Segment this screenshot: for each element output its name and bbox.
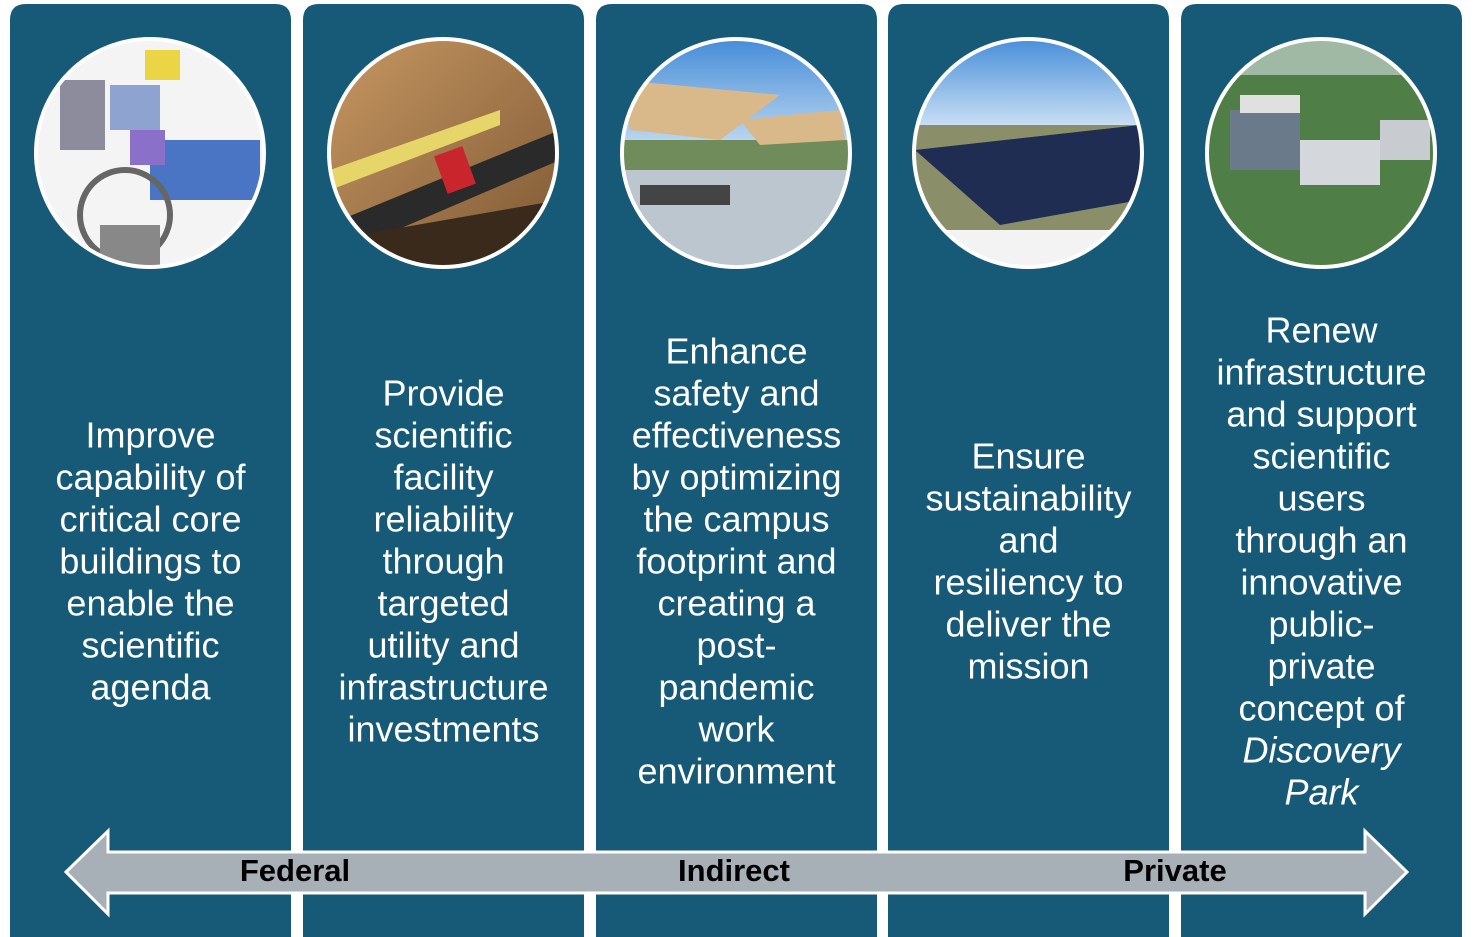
column-text: Park (1284, 772, 1360, 813)
column-text: Discovery (1242, 730, 1402, 771)
patio-image (623, 40, 849, 266)
column-text: scientific (374, 415, 512, 456)
column-text: innovative (1240, 562, 1402, 603)
column-text: and (998, 520, 1058, 561)
column-text: capability of (55, 457, 246, 498)
column-text: targeted (377, 583, 509, 624)
pictures (34, 37, 1437, 269)
column-text: the campus (643, 499, 829, 540)
column-text: deliver the (945, 604, 1111, 645)
column-text: creating a (657, 583, 816, 624)
column-text: users (1277, 478, 1365, 519)
column-text: resiliency to (933, 562, 1123, 603)
column-text: facility (393, 457, 493, 498)
column-text: environment (637, 751, 835, 792)
column-text: public- (1268, 604, 1374, 645)
column-text: Provide (382, 373, 504, 414)
column-text: Enhance (665, 331, 807, 372)
column-text: utility and (367, 625, 519, 666)
floor-plan-image (37, 40, 263, 266)
column-text: investments (347, 709, 539, 750)
column-text: Improve (85, 415, 215, 456)
column-text: buildings to (59, 541, 241, 582)
column-text: Renew (1265, 310, 1378, 351)
arrow-label: Federal (240, 853, 350, 888)
column-text: concept of (1238, 688, 1405, 729)
column-text: mission (967, 646, 1089, 687)
park-render-image (1208, 40, 1434, 266)
column-text: footprint and (636, 541, 836, 582)
column-text: agenda (90, 667, 211, 708)
column-text: pandemic (658, 667, 814, 708)
column-text: safety and (653, 373, 819, 414)
column-text: post- (696, 625, 776, 666)
column-text: scientific (81, 625, 219, 666)
column-text: infrastructure (1216, 352, 1426, 393)
double-arrow (63, 827, 1410, 918)
column-text: sustainability (925, 478, 1131, 519)
column-text: and support (1226, 394, 1416, 435)
column-text: infrastructure (338, 667, 548, 708)
column-text: scientific (1252, 436, 1390, 477)
column-text: reliability (373, 499, 513, 540)
column-text: through (382, 541, 504, 582)
arrow-labels: Federal Indirect Private (240, 853, 1227, 888)
column-text: critical core (59, 499, 241, 540)
column-text: effectiveness (632, 415, 841, 456)
column-text: through an (1235, 520, 1407, 561)
arrow-label: Private (1123, 853, 1226, 888)
column-text: enable the (66, 583, 234, 624)
column-text: work (697, 709, 775, 750)
column-text: private (1267, 646, 1375, 687)
column-text: by optimizing (631, 457, 841, 498)
column-text: Ensure (971, 436, 1085, 477)
arrow-label: Indirect (678, 853, 790, 888)
